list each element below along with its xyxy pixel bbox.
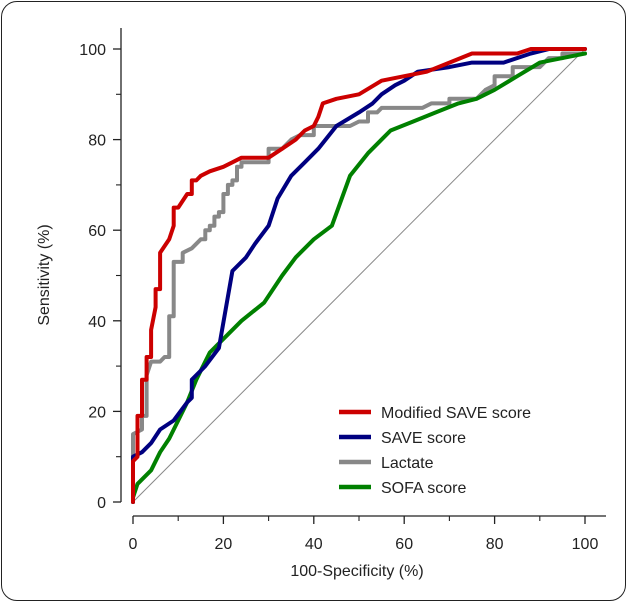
legend-label-sofa-score: SOFA score [381,480,466,497]
y-tick-label: 100 [79,42,106,59]
reference-diagonal [132,48,586,503]
x-axis-title: 100-Specificity (%) [290,563,423,580]
x-tick-label: 20 [215,536,233,553]
y-axis-title: Sensitivity (%) [36,224,53,325]
series-line-modified-save-score [131,47,587,504]
roc-chart: 0 20 40 60 80 100 0 20 40 60 80 100 100-Specificity… [36,28,606,580]
y-tick-label: 60 [88,223,106,240]
y-tick-label: 0 [97,495,106,512]
x-tick-label: 60 [395,536,413,553]
legend-label-lactate: Lactate [381,455,434,472]
legend-label-modified-save-score: Modified SAVE score [381,405,531,422]
series-line-lactate [131,51,587,504]
x-tick-label: 100 [572,536,599,553]
y-tick-label: 20 [88,404,106,421]
series-line-save-score [131,47,587,504]
legend: Modified SAVE score SAVE score Lactate SOFA… [339,405,531,497]
x-tick-label: 80 [486,536,504,553]
axes: 0 20 40 60 80 100 0 20 40 60 80 100 [79,28,606,553]
y-tick-label: 40 [88,314,106,331]
y-tick-label: 80 [88,133,106,150]
x-tick-label: 0 [129,536,138,553]
x-tick-label: 40 [305,536,323,553]
legend-label-save-score: SAVE score [381,430,466,447]
series-line-sofa-score [131,51,587,504]
plot-lines [131,47,587,504]
